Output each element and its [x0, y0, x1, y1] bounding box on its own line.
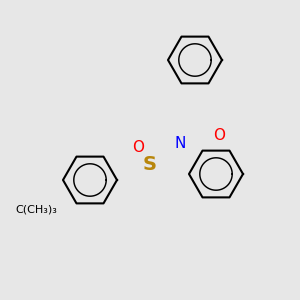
Text: N: N: [174, 136, 186, 152]
Text: O: O: [132, 140, 144, 154]
Text: S: S: [143, 155, 157, 175]
Text: C(CH₃)₃: C(CH₃)₃: [15, 205, 57, 215]
Text: O: O: [213, 128, 225, 142]
